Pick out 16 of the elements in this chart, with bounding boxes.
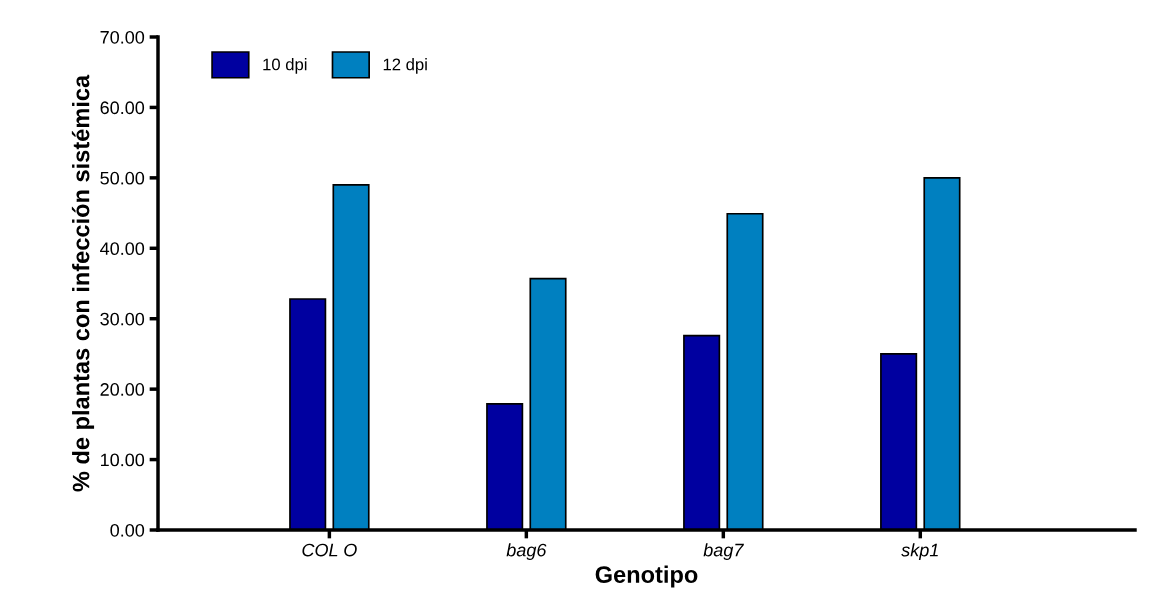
x-tick-label: bag6 [506, 543, 547, 561]
y-tick-label: 50.00 [100, 171, 145, 185]
y-tick-label: 40.00 [100, 242, 145, 256]
legend-label: 10 dpi [263, 58, 307, 74]
y-tick-label: 60.00 [100, 101, 145, 115]
y-tick-label: 20.00 [100, 383, 145, 396]
x-axis-title: Genotipo [595, 565, 698, 588]
y-tick-label: 30.00 [100, 312, 145, 326]
x-tick-label: COL O [302, 543, 357, 557]
y-axis-title: % de plantas con infección sistémica [71, 74, 95, 492]
legend-label: 12 dpi [383, 58, 427, 74]
y-tick-label: 70.00 [100, 30, 145, 44]
x-tick-label: skp1 [901, 543, 938, 561]
y-tick-label: 10.00 [101, 453, 145, 467]
y-tick-label: 0.00 [110, 523, 145, 537]
x-tick-label: bag7 [703, 543, 744, 561]
